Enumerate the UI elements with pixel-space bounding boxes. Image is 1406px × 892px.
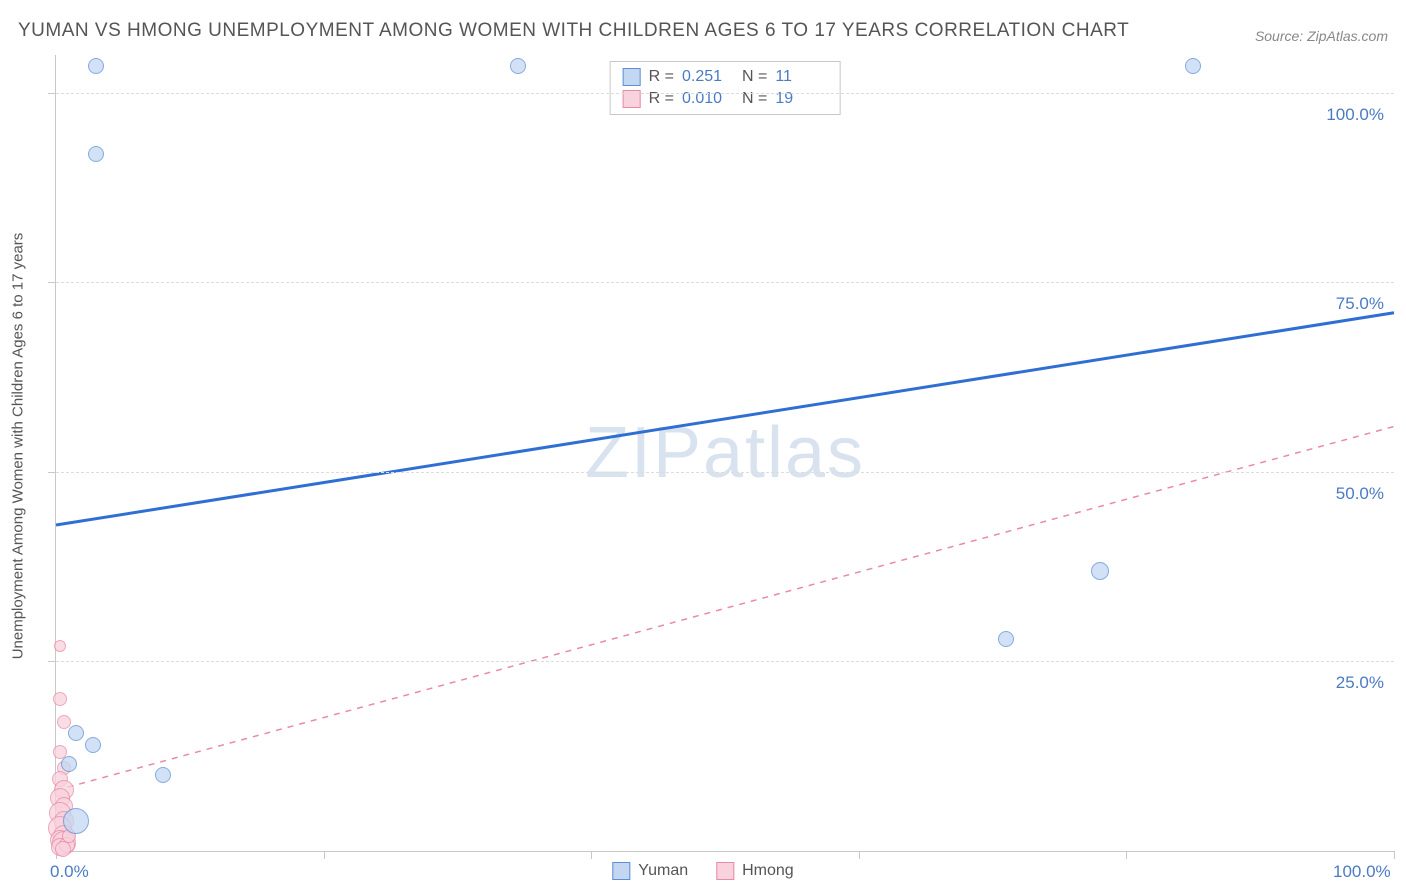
legend-n-value: 11 [775, 68, 827, 86]
y-tick [48, 472, 56, 473]
y-tick [48, 661, 56, 662]
x-tick [324, 851, 325, 859]
legend-r-value: 0.251 [682, 68, 734, 86]
legend-swatch [623, 68, 641, 86]
series-legend: Yuman Hmong [612, 862, 793, 880]
scatter-point-yuman [85, 737, 101, 753]
legend-label: Hmong [742, 862, 794, 880]
y-axis-label: Unemployment Among Women with Children A… [10, 233, 27, 660]
source-attribution: Source: ZipAtlas.com [1255, 28, 1388, 44]
scatter-point-yuman [1185, 58, 1201, 74]
gridline [56, 282, 1394, 283]
x-tick [591, 851, 592, 859]
legend-n-label: N = [742, 68, 767, 86]
scatter-point-yuman [88, 146, 104, 162]
y-tick-label: 25.0% [1336, 673, 1384, 693]
trend-lines-layer [56, 55, 1394, 851]
y-tick-label: 50.0% [1336, 484, 1384, 504]
gridline [56, 472, 1394, 473]
scatter-point-hmong [55, 841, 71, 857]
scatter-point-yuman [1091, 562, 1109, 580]
y-tick-label: 100.0% [1326, 105, 1384, 125]
chart-title: YUMAN VS HMONG UNEMPLOYMENT AMONG WOMEN … [18, 20, 1129, 42]
x-tick [859, 851, 860, 859]
scatter-point-yuman [510, 58, 526, 74]
legend-swatch [612, 862, 630, 880]
x-tick [1394, 851, 1395, 859]
y-tick [48, 282, 56, 283]
legend-label: Yuman [638, 862, 688, 880]
scatter-point-hmong [57, 715, 71, 729]
gridline [56, 93, 1394, 94]
scatter-point-yuman [63, 808, 89, 834]
legend-row: R = 0.251 N = 11 [623, 66, 828, 88]
correlation-legend: R = 0.251 N = 11 R =0.010N =19 [610, 61, 841, 115]
scatter-point-yuman [88, 58, 104, 74]
chart-plot-area: ZIPatlas R = 0.251 N = 11 R =0.010N =19 25.0… [55, 55, 1394, 852]
gridline [56, 661, 1394, 662]
trend-line [56, 426, 1394, 790]
scatter-point-hmong [54, 640, 66, 652]
scatter-point-yuman [68, 725, 84, 741]
scatter-point-yuman [61, 756, 77, 772]
legend-item: Yuman [612, 862, 688, 880]
scatter-point-yuman [155, 767, 171, 783]
x-tick-label: 0.0% [50, 862, 89, 882]
x-tick-label: 100.0% [1333, 862, 1391, 882]
legend-row: R =0.010N =19 [623, 88, 828, 110]
scatter-point-yuman [998, 631, 1014, 647]
scatter-point-hmong [53, 692, 67, 706]
x-tick [1126, 851, 1127, 859]
legend-swatch [716, 862, 734, 880]
watermark-text: ZIPatlas [585, 412, 865, 494]
legend-r-label: R = [649, 68, 674, 86]
y-tick [48, 93, 56, 94]
y-tick-label: 75.0% [1336, 294, 1384, 314]
legend-item: Hmong [716, 862, 794, 880]
trend-line [56, 313, 1394, 525]
